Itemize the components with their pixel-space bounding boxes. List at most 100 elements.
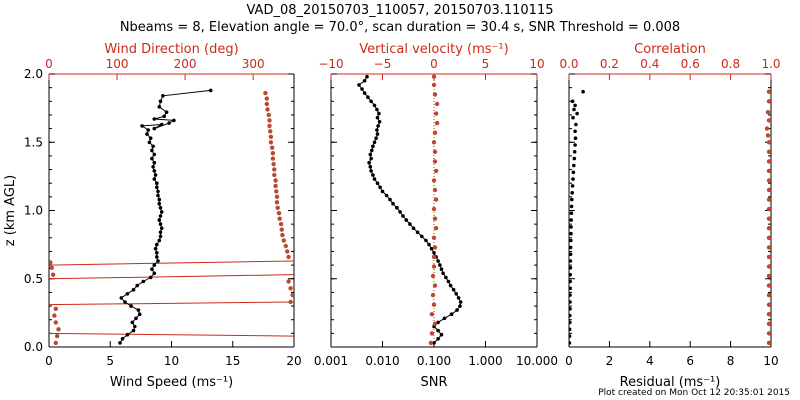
wind_direction-point [288,299,293,305]
wind_speed-point [135,283,139,288]
residual-point [569,211,574,215]
x-tick-label: 4 [646,354,654,368]
correlation-point [766,264,771,269]
snr-point [427,242,431,247]
residual-point [575,111,579,116]
correlation-point [766,89,771,94]
wind_speed-point [167,121,171,125]
top-tick-label: 10 [529,57,544,71]
wind_speed-point [162,114,166,119]
snr-point [369,99,373,104]
snr-point [458,304,462,308]
wind_speed-point [134,316,138,321]
reference-line [49,332,294,337]
x-tick-label: 5 [106,354,114,368]
wind_speed-point [131,287,136,292]
wind_speed-point [153,246,158,251]
wind_direction-point [56,327,61,332]
top-axis-label: Vertical velocity (ms⁻¹) [359,42,508,57]
vertical_velocity-point [431,82,437,88]
snr-point [372,177,377,181]
snr-point [366,95,370,99]
residual-point [574,122,578,127]
wind_speed-point [136,308,141,312]
vertical_velocity-point [432,245,438,250]
wind_direction-point [280,232,285,238]
residual-point [569,279,572,284]
wind_direction-point [49,260,53,265]
vertical_velocity-point [432,283,438,288]
wind_direction-point [290,292,294,298]
wind_direction-point [288,286,293,291]
wind_speed-point [158,234,163,239]
top-tick-label: 0 [45,57,53,71]
correlation-point [766,168,771,174]
y-tick-label: 2.0 [24,67,43,81]
wind_direction-point [268,129,273,134]
x-tick-label: 15 [225,354,240,368]
residual-point [569,327,572,332]
residual-point [569,238,573,243]
x-tick-label: 0 [45,354,53,368]
wind_speed-point [152,177,157,181]
vertical_velocity-point [432,216,438,221]
wind_speed-point [159,122,164,127]
vertical_velocity-point [432,159,438,164]
vertical_velocity-point [431,302,437,307]
wind_speed-point [157,218,162,222]
correlation-point [764,126,770,131]
wind_speed-point [152,126,157,131]
wind_direction-point [49,265,54,270]
residual-point [569,286,572,291]
wind_direction-point [272,167,277,172]
correlation-point [766,118,771,123]
wind_direction-point [50,272,56,277]
plot-area [569,89,771,346]
x-tick-label: 1.000 [468,354,502,368]
wind_direction-point [286,254,291,260]
wind_speed-point [140,124,144,128]
residual-point [572,150,577,154]
y-tick-label: 1.0 [24,204,43,218]
residual-point [570,99,575,104]
snr-point [395,206,399,210]
wind_direction-point [278,221,284,227]
correlation-point [766,273,771,279]
wind_speed-point [145,132,149,136]
vertical_velocity-point [433,168,439,174]
snr-point [436,259,440,263]
wind_speed-point [150,267,154,272]
wind_speed-point [148,136,153,140]
correlation-point [765,110,771,115]
snr-point [398,210,402,214]
plot-created-footer: Plot created on Mon Oct 12 20:35:01 2015 [598,388,790,398]
residual-correlation-panel: 0 2 4 6 8 10 Residual (ms⁻¹) 0.0 0.2 0.4 0.6 0.8 1.0… [559,42,780,390]
correlation-point [766,206,771,212]
wind_speed-point [158,222,163,226]
residual-point [569,225,573,229]
snr-point [455,308,459,312]
residual-point [569,300,572,304]
snr-line [358,76,462,344]
snr-point [370,148,374,153]
plot-area [357,74,463,347]
snr-point [454,292,459,296]
bottom-axis-label: SNR [420,375,447,390]
wind_direction-point [55,333,60,339]
top-axis-label: Correlation [634,42,706,57]
wind_speed-point [157,105,162,109]
snr-point [369,156,373,161]
wind_direction-point [270,145,275,150]
wind_direction-point [285,249,290,254]
snr-point [458,300,463,304]
vertical_velocity-point [433,226,439,231]
snr-point [449,312,454,317]
snr-point [372,103,377,108]
wind_speed-point [158,99,163,104]
reference-line [49,301,294,306]
wind_direction-point [272,172,277,178]
correlation-point [765,133,771,138]
wind_direction-point [279,227,284,232]
vertical_velocity-point [431,206,437,212]
